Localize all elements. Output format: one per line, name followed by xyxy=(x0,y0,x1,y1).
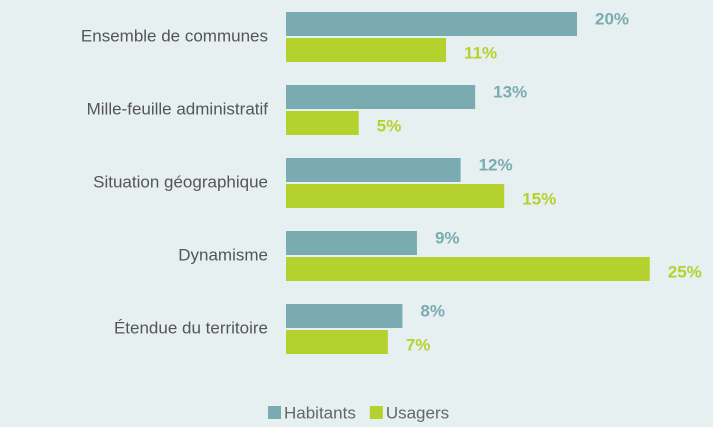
value-label: 15% xyxy=(522,189,556,208)
bar xyxy=(286,304,403,328)
value-label: 8% xyxy=(420,301,445,320)
value-label: 25% xyxy=(668,262,702,281)
bar xyxy=(286,85,476,109)
legend-label: Usagers xyxy=(386,403,449,422)
category-label: Dynamisme xyxy=(178,245,268,264)
bar xyxy=(286,158,461,182)
category-label: Situation géographique xyxy=(93,172,268,191)
value-label: 12% xyxy=(479,155,513,174)
category-label: Ensemble de communes xyxy=(81,26,268,45)
category-label: Mille-feuille administratif xyxy=(87,99,269,118)
bar xyxy=(286,184,505,208)
legend-swatch xyxy=(369,406,383,419)
category-label: Étendue du territoire xyxy=(114,318,268,337)
bar xyxy=(286,12,577,36)
value-label: 9% xyxy=(435,228,460,247)
bar xyxy=(286,231,417,255)
bar xyxy=(286,38,447,62)
value-label: 7% xyxy=(406,335,431,354)
bar xyxy=(286,257,650,281)
value-label: 11% xyxy=(464,43,497,62)
value-label: 13% xyxy=(493,82,527,101)
bar xyxy=(286,330,388,354)
value-label: 20% xyxy=(595,9,629,28)
legend-swatch xyxy=(268,406,281,419)
value-label: 5% xyxy=(377,116,402,135)
legend-label: Habitants xyxy=(284,403,356,422)
bar xyxy=(286,111,359,135)
